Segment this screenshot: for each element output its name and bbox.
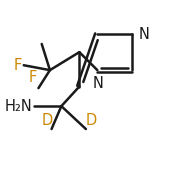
Text: N: N [93,76,104,91]
Text: H₂N: H₂N [5,99,33,114]
Text: N: N [138,27,149,42]
Text: F: F [29,70,37,85]
Text: F: F [14,58,22,73]
Text: D: D [85,113,96,128]
Text: D: D [42,113,53,128]
